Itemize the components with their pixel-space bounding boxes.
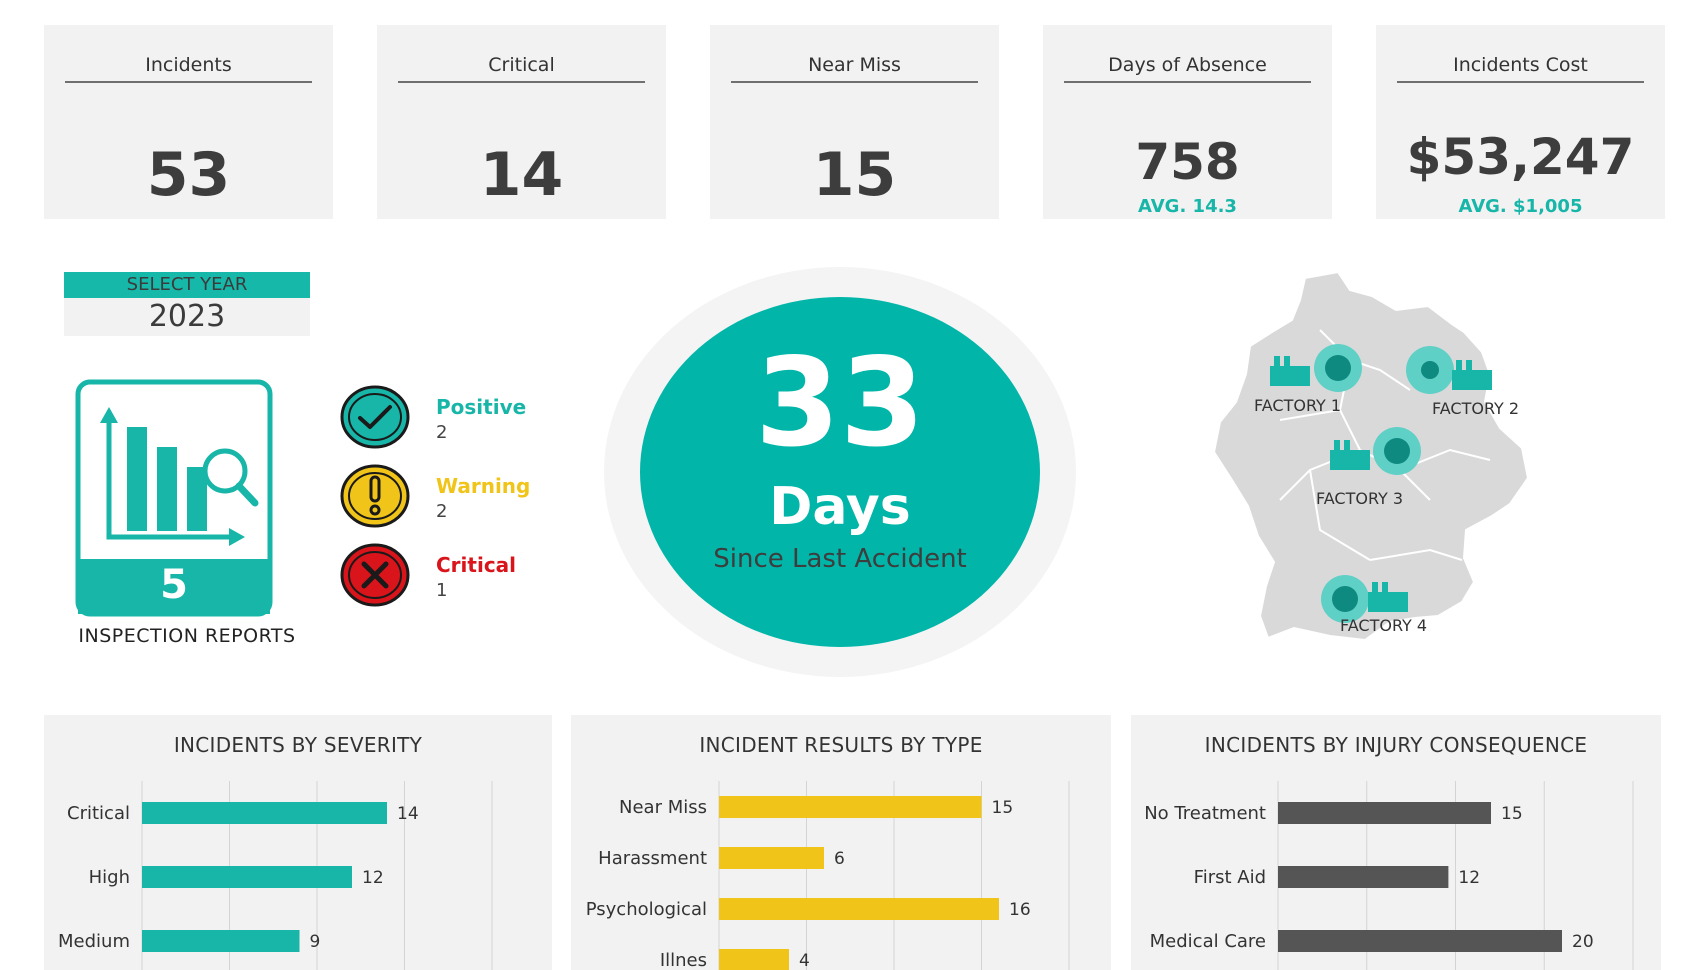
status-warning: Warning 2 — [340, 464, 540, 544]
bar[interactable] — [142, 930, 300, 952]
type-bar-chart: Near Miss 15 Harassment 6 Psychological 16 Ill… — [586, 781, 1070, 970]
kpi-title: Critical — [398, 53, 645, 83]
factory-2-label: FACTORY 2 — [1432, 399, 1520, 418]
days-since-number: 33 — [755, 332, 925, 474]
status-critical: Critical 1 — [340, 543, 540, 623]
kpi-value: $53,247 — [1406, 128, 1635, 186]
data-label: 12 — [1458, 868, 1480, 888]
factory-4-marker — [1321, 575, 1369, 623]
chart-title: INCIDENTS BY INJURY CONSEQUENCE — [1204, 733, 1588, 757]
status-count: 2 — [436, 422, 448, 443]
status-name: Critical — [436, 553, 517, 577]
days-since-subtitle: Since Last Accident — [713, 544, 967, 574]
inspection-chart-icon — [75, 379, 273, 617]
kpi-title: Incidents Cost — [1397, 53, 1644, 83]
chart-panel-severity: INCIDENTS BY SEVERITY Critical 14 High 12 Me… — [44, 715, 552, 970]
bar[interactable] — [1278, 930, 1562, 952]
bar[interactable] — [719, 898, 999, 920]
kpi-average: AVG. $1,005 — [1458, 196, 1583, 217]
year-selector-label: SELECT YEAR — [64, 272, 310, 298]
kpi-title: Incidents — [65, 53, 312, 83]
status-count: 1 — [436, 580, 448, 601]
status-count: 2 — [436, 501, 448, 522]
check-icon — [340, 385, 410, 449]
kpi-value: 758 — [1135, 133, 1240, 191]
year-selector[interactable]: SELECT YEAR 2023 — [64, 272, 310, 336]
kpi-card-incidents-cost: Incidents Cost $53,247 AVG. $1,005 — [1376, 25, 1665, 219]
data-label: 9 — [310, 932, 321, 952]
inspection-label: INSPECTION REPORTS — [78, 625, 296, 647]
data-label: 4 — [799, 951, 810, 970]
data-label: 12 — [362, 868, 384, 888]
chart-title: INCIDENTS BY SEVERITY — [173, 733, 423, 757]
factory-3-marker — [1373, 427, 1421, 475]
factory-1-label: FACTORY 1 — [1254, 396, 1342, 415]
category-label: Near Miss — [619, 797, 707, 818]
kpi-card-incidents: Incidents 53 — [44, 25, 333, 219]
consequence-bar-chart: No Treatment 15 First Aid 12 Medical Care 20 — [1144, 781, 1634, 970]
bar[interactable] — [1278, 866, 1449, 888]
exclamation-icon — [340, 464, 410, 528]
bar[interactable] — [1278, 802, 1491, 824]
days-since-circle — [604, 267, 1076, 677]
year-selector-value[interactable]: 2023 — [148, 299, 226, 334]
kpi-card-near-miss: Near Miss 15 — [710, 25, 999, 219]
data-label: 14 — [397, 804, 419, 824]
status-positive: Positive 2 — [340, 385, 540, 465]
x-icon — [340, 543, 410, 607]
factory-1-marker — [1314, 344, 1362, 392]
data-label: 20 — [1572, 932, 1594, 952]
inspection-count: 5 — [160, 562, 188, 608]
germany-map — [1212, 270, 1530, 642]
kpi-title: Near Miss — [731, 53, 978, 83]
factory-3-label: FACTORY 3 — [1316, 489, 1404, 508]
kpi-value: 15 — [812, 140, 897, 210]
status-name: Positive — [436, 395, 527, 419]
bar[interactable] — [719, 949, 789, 970]
category-label: No Treatment — [1144, 803, 1266, 824]
category-label: Illnes — [660, 950, 707, 970]
data-label: 15 — [1501, 804, 1523, 824]
category-label: High — [89, 867, 130, 888]
category-label: Harassment — [598, 848, 707, 869]
status-name: Warning — [436, 474, 531, 498]
factory-4-label: FACTORY 4 — [1340, 616, 1428, 635]
factory-2-marker — [1406, 346, 1454, 394]
category-label: Psychological — [586, 899, 707, 920]
category-label: First Aid — [1194, 867, 1266, 888]
kpi-card-days-of-absence: Days of Absence 758 AVG. 14.3 — [1043, 25, 1332, 219]
data-label: 16 — [1009, 900, 1031, 920]
bar[interactable] — [719, 847, 824, 869]
kpi-value: 14 — [479, 140, 564, 210]
category-label: Medium — [58, 931, 130, 952]
kpi-title: Days of Absence — [1064, 53, 1311, 83]
category-label: Critical — [67, 803, 130, 824]
severity-bar-chart: Critical 14 High 12 Medium 9 — [58, 781, 493, 970]
kpi-value: 53 — [146, 140, 231, 210]
data-label: 6 — [834, 849, 845, 869]
chart-panel-type: INCIDENT RESULTS BY TYPE Near Miss 15 Hara… — [571, 715, 1111, 970]
bar[interactable] — [142, 802, 387, 824]
factory-icon — [1270, 356, 1492, 612]
kpi-average: AVG. 14.3 — [1138, 196, 1237, 217]
data-label: 15 — [992, 798, 1014, 818]
days-since-unit: Days — [769, 477, 911, 537]
bar[interactable] — [719, 796, 982, 818]
chart-panel-consequence: INCIDENTS BY INJURY CONSEQUENCE No Treat… — [1131, 715, 1661, 970]
category-label: Medical Care — [1150, 931, 1266, 952]
chart-title: INCIDENT RESULTS BY TYPE — [699, 733, 983, 757]
kpi-card-critical: Critical 14 — [377, 25, 666, 219]
bar[interactable] — [142, 866, 352, 888]
